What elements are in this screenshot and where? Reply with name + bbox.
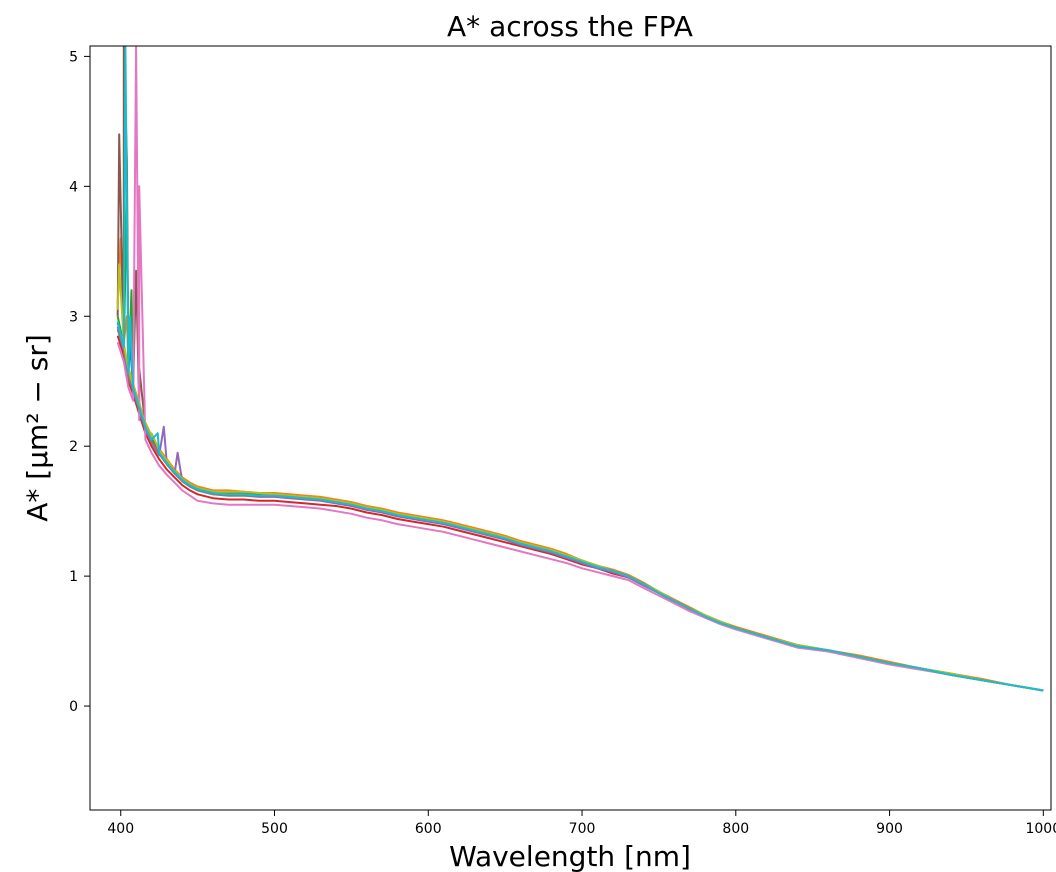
series-line-7	[116, 46, 1044, 692]
series-line-3	[116, 198, 1044, 692]
series-line-5	[116, 329, 1044, 692]
y-tick-label: 4	[69, 179, 78, 195]
series-line-9	[116, 263, 1044, 692]
x-tick-label: 800	[722, 821, 749, 837]
y-tick-label: 3	[69, 309, 78, 325]
x-tick-label: 900	[876, 821, 903, 837]
x-tick-label: 400	[107, 821, 134, 837]
series-layer	[116, 46, 1044, 692]
y-tick-label: 2	[69, 439, 78, 455]
y-axis-label: A* [μm² − sr]	[21, 334, 54, 522]
y-tick-label: 1	[69, 569, 78, 585]
x-tick-label: 600	[415, 821, 442, 837]
series-line-6	[116, 46, 1044, 692]
chart-title: A* across the FPA	[447, 10, 693, 43]
series-line-4	[116, 335, 1044, 692]
y-tick-label: 0	[69, 699, 78, 715]
x-axis-label: Wavelength [nm]	[449, 840, 691, 872]
x-tick-label: 500	[261, 821, 288, 837]
series-line-1	[116, 322, 1044, 692]
x-tick-label: 700	[569, 821, 596, 837]
y-axis: 0 1 2 3 4 5	[69, 49, 90, 715]
series-line-10	[116, 46, 1044, 692]
series-line-2	[116, 237, 1044, 692]
plot-frame	[89, 45, 1052, 811]
y-tick-label: 5	[69, 49, 78, 65]
series-line-8	[116, 326, 1044, 692]
